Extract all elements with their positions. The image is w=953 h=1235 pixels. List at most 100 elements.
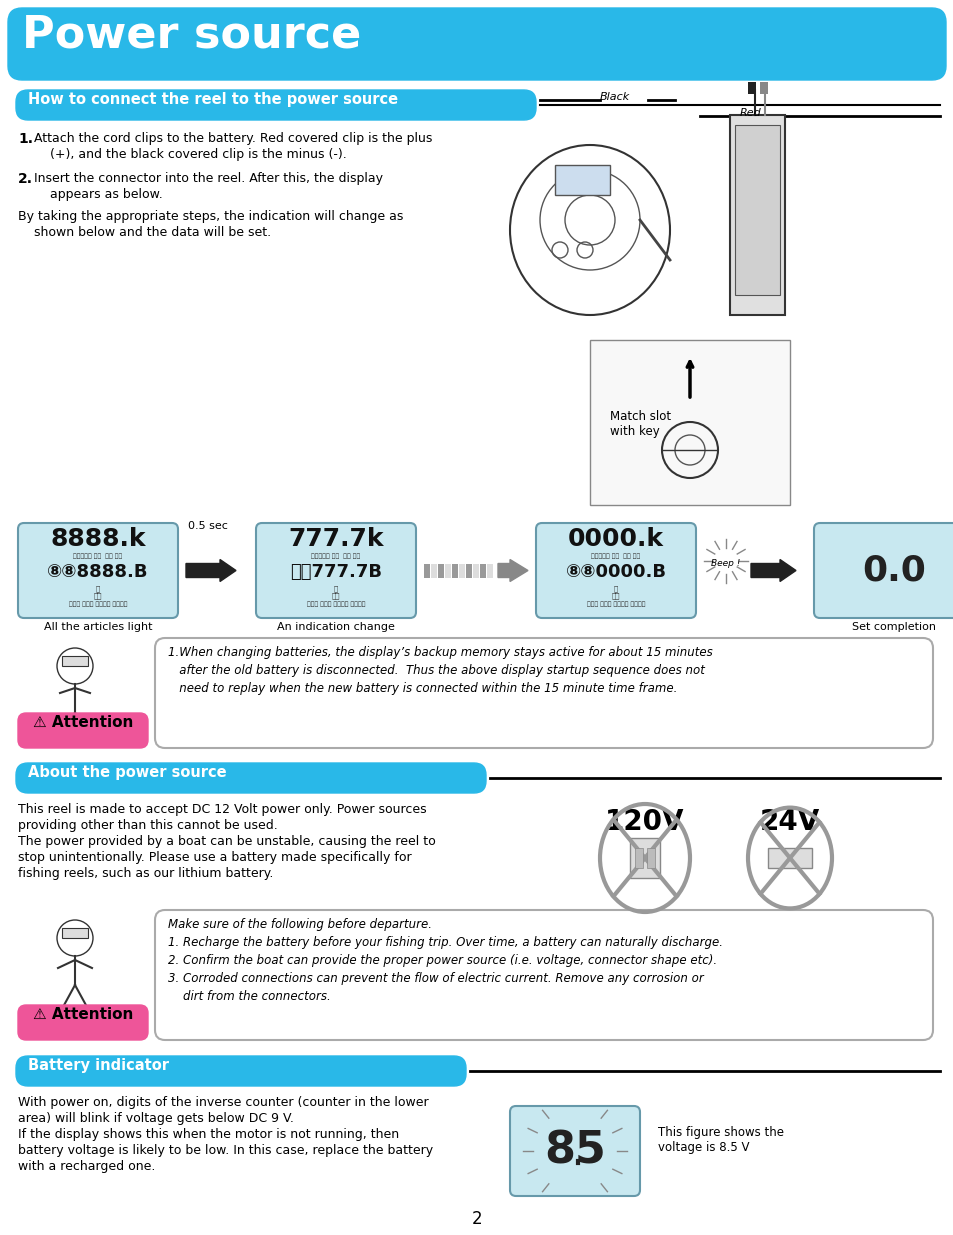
Text: タイマー分 巻力  船止 糸送: タイマー分 巻力 船止 糸送 xyxy=(591,553,640,558)
FancyBboxPatch shape xyxy=(154,910,932,1040)
Text: 85: 85 xyxy=(543,1130,605,1172)
Text: The power provided by a boat can be unstable, causing the reel to: The power provided by a boat can be unst… xyxy=(18,835,436,848)
Bar xyxy=(589,340,789,505)
Text: 1.: 1. xyxy=(18,132,33,146)
Text: ⚠ Attention: ⚠ Attention xyxy=(32,715,133,730)
FancyBboxPatch shape xyxy=(255,522,416,618)
Text: 2: 2 xyxy=(471,1210,482,1228)
Text: appears as below.: appears as below. xyxy=(34,188,163,201)
Text: 8888.k: 8888.k xyxy=(51,527,146,551)
Text: フカセ アタリ クリック シャクリ: フカセ アタリ クリック シャクリ xyxy=(586,601,644,606)
Text: Beep !: Beep ! xyxy=(711,559,740,568)
FancyArrow shape xyxy=(497,559,527,582)
Bar xyxy=(747,82,755,94)
FancyBboxPatch shape xyxy=(18,713,148,748)
Text: Make sure of the following before departure.: Make sure of the following before depart… xyxy=(168,918,432,931)
Bar xyxy=(444,563,451,578)
Text: 1. Recharge the battery before your fishing trip. Over time, a battery can natur: 1. Recharge the battery before your fish… xyxy=(168,936,722,948)
Text: ⑧⑧0000.B: ⑧⑧0000.B xyxy=(565,563,666,580)
Bar xyxy=(423,563,430,578)
Text: By taking the appropriate steps, the indication will change as: By taking the appropriate steps, the ind… xyxy=(18,210,403,224)
FancyBboxPatch shape xyxy=(16,90,536,120)
Bar xyxy=(479,563,485,578)
Text: 段
秒秒: 段 秒秒 xyxy=(611,585,619,599)
Bar xyxy=(452,563,457,578)
Text: フカセ アタリ クリック シャクリ: フカセ アタリ クリック シャクリ xyxy=(307,601,365,606)
Text: 2. Confirm the boat can provide the proper power source (i.e. voltage, connector: 2. Confirm the boat can provide the prop… xyxy=(168,953,717,967)
Bar xyxy=(486,563,493,578)
Bar xyxy=(458,563,464,578)
Text: 1.When changing batteries, the display’s backup memory stays active for about 15: 1.When changing batteries, the display’s… xyxy=(168,646,712,659)
Text: Black: Black xyxy=(599,91,630,103)
Text: dirt from the connectors.: dirt from the connectors. xyxy=(168,990,331,1003)
Text: Power source: Power source xyxy=(22,14,361,57)
FancyBboxPatch shape xyxy=(536,522,696,618)
Text: shown below and the data will be set.: shown below and the data will be set. xyxy=(18,226,271,240)
Text: Battery indicator: Battery indicator xyxy=(28,1058,169,1073)
Text: battery voltage is likely to be low. In this case, replace the battery: battery voltage is likely to be low. In … xyxy=(18,1144,433,1157)
Text: With power on, digits of the inverse counter (counter in the lower: With power on, digits of the inverse cou… xyxy=(18,1095,428,1109)
Bar xyxy=(760,82,767,94)
Bar xyxy=(767,848,811,868)
Text: ⚠ Attention: ⚠ Attention xyxy=(32,1007,133,1023)
Text: after the old battery is disconnected.  Thus the above display startup sequence : after the old battery is disconnected. T… xyxy=(168,664,704,677)
FancyBboxPatch shape xyxy=(8,7,945,80)
Text: This figure shows the
voltage is 8.5 V: This figure shows the voltage is 8.5 V xyxy=(658,1126,783,1153)
Text: 0.5 sec: 0.5 sec xyxy=(188,521,228,531)
FancyBboxPatch shape xyxy=(154,638,932,748)
Text: All the articles light: All the articles light xyxy=(44,622,152,632)
Text: ⑰⑰777.7B: ⑰⑰777.7B xyxy=(290,563,381,580)
Text: 24V: 24V xyxy=(760,808,820,836)
FancyBboxPatch shape xyxy=(16,763,485,793)
Text: How to connect the reel to the power source: How to connect the reel to the power sou… xyxy=(28,91,397,107)
Bar xyxy=(729,115,784,315)
Text: area) will blink if voltage gets below DC 9 V.: area) will blink if voltage gets below D… xyxy=(18,1112,294,1125)
Circle shape xyxy=(57,648,92,684)
Text: Match slot: Match slot xyxy=(609,410,670,424)
Text: (+), and the black covered clip is the minus (-).: (+), and the black covered clip is the m… xyxy=(34,148,346,161)
Text: need to replay when the new battery is connected within the 15 minute time frame: need to replay when the new battery is c… xyxy=(168,682,677,695)
Circle shape xyxy=(57,920,92,956)
Bar xyxy=(555,165,609,195)
Text: フカセ アタリ クリック シャクリ: フカセ アタリ クリック シャクリ xyxy=(69,601,127,606)
Text: stop unintentionally. Please use a battery made specifically for: stop unintentionally. Please use a batte… xyxy=(18,851,411,864)
Bar xyxy=(646,848,655,868)
Bar xyxy=(62,656,88,666)
FancyArrow shape xyxy=(186,559,235,582)
Text: 段
秒秒: 段 秒秒 xyxy=(332,585,340,599)
Text: About the power source: About the power source xyxy=(28,764,227,781)
Bar xyxy=(635,848,642,868)
Text: タイマー分 巻力  船止 糸送: タイマー分 巻力 船止 糸送 xyxy=(73,553,123,558)
Bar xyxy=(62,927,88,939)
Text: An indication change: An indication change xyxy=(276,622,395,632)
Bar xyxy=(629,839,659,878)
Text: 777.7k: 777.7k xyxy=(288,527,383,551)
Text: with a recharged one.: with a recharged one. xyxy=(18,1160,155,1173)
FancyBboxPatch shape xyxy=(18,522,178,618)
Text: Red: Red xyxy=(740,107,760,119)
Text: Insert the connector into the reel. After this, the display: Insert the connector into the reel. Afte… xyxy=(34,172,382,185)
FancyBboxPatch shape xyxy=(18,1005,148,1040)
FancyBboxPatch shape xyxy=(510,1107,639,1195)
Text: タイマー分 巻力  船止 糸送: タイマー分 巻力 船止 糸送 xyxy=(311,553,360,558)
Text: 2.: 2. xyxy=(18,172,33,186)
Text: This reel is made to accept DC 12 Volt power only. Power sources: This reel is made to accept DC 12 Volt p… xyxy=(18,803,426,816)
Text: 3. Corroded connections can prevent the flow of electric current. Remove any cor: 3. Corroded connections can prevent the … xyxy=(168,972,703,986)
Text: with key: with key xyxy=(609,425,659,438)
Text: 0000.k: 0000.k xyxy=(567,527,663,551)
Text: 段
秒秒: 段 秒秒 xyxy=(93,585,102,599)
Bar xyxy=(437,563,443,578)
FancyBboxPatch shape xyxy=(16,1056,465,1086)
Text: providing other than this cannot be used.: providing other than this cannot be used… xyxy=(18,819,277,832)
Text: Set completion: Set completion xyxy=(851,622,935,632)
Text: ⑧⑧8888.B: ⑧⑧8888.B xyxy=(48,563,149,580)
Text: 0.0: 0.0 xyxy=(862,553,925,588)
Text: fishing reels, such as our lithium battery.: fishing reels, such as our lithium batte… xyxy=(18,867,274,881)
Text: If the display shows this when the motor is not running, then: If the display shows this when the motor… xyxy=(18,1128,398,1141)
Text: 120V: 120V xyxy=(604,808,684,836)
Text: Attach the cord clips to the battery. Red covered clip is the plus: Attach the cord clips to the battery. Re… xyxy=(34,132,432,144)
Bar xyxy=(465,563,472,578)
Bar xyxy=(473,563,478,578)
FancyBboxPatch shape xyxy=(813,522,953,618)
Bar xyxy=(431,563,436,578)
